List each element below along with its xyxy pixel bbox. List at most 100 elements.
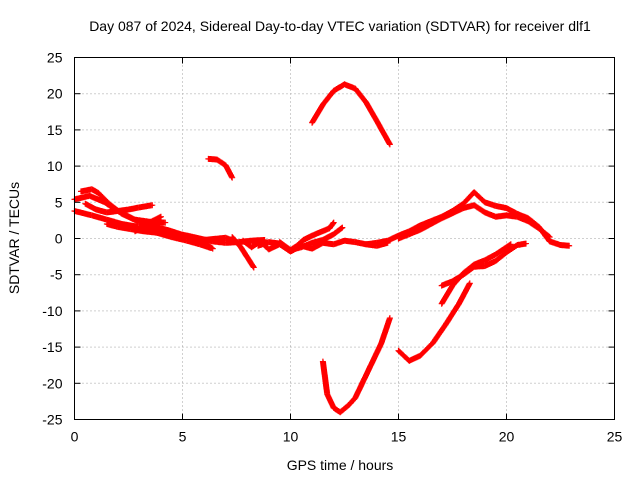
data-point-marker xyxy=(384,233,401,244)
series-pass-16 xyxy=(395,202,553,242)
x-tick-label: 15 xyxy=(391,429,407,445)
series-pass-13 xyxy=(309,81,393,148)
data-point-marker xyxy=(229,234,244,250)
data-point-marker xyxy=(546,234,553,241)
series-pass-17 xyxy=(395,280,473,364)
data-point-marker xyxy=(237,244,250,260)
data-point-marker xyxy=(471,257,487,268)
y-tick-label: -5 xyxy=(50,267,63,283)
data-point-marker xyxy=(196,241,213,251)
data-point-marker xyxy=(363,99,380,124)
data-point-marker xyxy=(319,231,336,243)
y-axis-label: SDTVAR / TECUs xyxy=(6,182,22,294)
data-point-marker xyxy=(298,240,314,251)
x-tick-label: 0 xyxy=(71,429,79,445)
data-point-marker xyxy=(369,341,384,365)
data-point-marker xyxy=(395,231,412,242)
data-point-marker xyxy=(324,391,337,410)
series-pass-09 xyxy=(229,234,257,271)
data-point-marker xyxy=(352,85,369,105)
data-point-marker xyxy=(438,210,455,222)
data-point-marker xyxy=(319,88,336,108)
axis-ticks: 0 5 10 15 20 25 -25 -20 -15 -10 -5 0 5 10 15 20 25 xyxy=(42,50,622,445)
y-tick-label: 20 xyxy=(47,86,63,102)
data-point-marker xyxy=(460,190,477,207)
series-pass-15 xyxy=(363,189,573,249)
x-tick-label: 20 xyxy=(499,429,515,445)
data-point-marker xyxy=(330,81,347,94)
data-point-marker xyxy=(386,315,393,322)
data-point-marker xyxy=(417,218,433,229)
x-tick-label: 10 xyxy=(283,429,299,445)
x-axis-label: GPS time / hours xyxy=(287,457,394,473)
series-pass-07 xyxy=(153,224,268,246)
data-point-marker xyxy=(406,353,422,364)
data-point-marker xyxy=(250,264,257,271)
data-point-marker xyxy=(149,202,156,209)
data-point-marker xyxy=(443,301,462,327)
data-point-marker xyxy=(378,316,393,347)
data-point-marker xyxy=(86,192,107,205)
data-point-marker xyxy=(492,241,513,258)
x-tick-label: 5 xyxy=(179,429,187,445)
data-point-marker xyxy=(460,262,477,277)
data-point-marker xyxy=(535,225,552,240)
data-point-marker xyxy=(481,209,498,220)
data-point-marker xyxy=(456,281,473,307)
y-tick-label: 10 xyxy=(47,158,63,174)
data-point-marker xyxy=(162,219,169,226)
data-point-marker xyxy=(503,205,520,217)
data-point-marker xyxy=(525,218,541,231)
data-point-marker xyxy=(330,225,345,238)
data-point-marker xyxy=(471,189,488,205)
chart-title: Day 087 of 2024, Sidereal Day-to-day VTE… xyxy=(89,18,591,34)
data-point-marker xyxy=(507,241,514,248)
data-point-marker xyxy=(140,218,155,230)
data-point-marker xyxy=(481,258,498,269)
data-point-marker xyxy=(337,402,351,416)
data-point-marker xyxy=(395,347,412,364)
data-point-marker xyxy=(522,240,529,247)
data-point-marker xyxy=(406,227,422,238)
x-tick-label: 25 xyxy=(607,429,623,445)
data-point-marker xyxy=(341,81,358,92)
data-point-marker xyxy=(207,244,214,251)
series-pass-04 xyxy=(82,200,156,216)
data-point-marker xyxy=(352,377,367,401)
data-point-marker xyxy=(481,252,498,264)
series-pass-19 xyxy=(438,241,514,307)
series-pass-18 xyxy=(438,240,529,289)
series-pass-06 xyxy=(132,213,164,235)
data-point-marker xyxy=(449,271,466,289)
data-point-marker xyxy=(157,213,164,220)
data-point-marker xyxy=(386,141,393,148)
data-point-marker xyxy=(339,224,346,231)
data-point-marker xyxy=(514,213,530,224)
y-tick-label: 5 xyxy=(55,194,63,210)
data-point-marker xyxy=(449,205,466,217)
data-point-marker xyxy=(136,202,155,211)
data-point-marker xyxy=(229,174,236,181)
data-point-marker xyxy=(294,237,306,249)
data-point-marker xyxy=(430,321,449,346)
data-point-marker xyxy=(153,224,174,236)
y-tick-label: -25 xyxy=(42,412,62,428)
data-point-marker xyxy=(492,250,509,264)
data-point-marker xyxy=(546,238,563,248)
data-point-marker xyxy=(276,239,293,253)
data-point-marker xyxy=(438,278,455,289)
data-point-marker xyxy=(222,162,235,180)
data-point-marker xyxy=(330,219,337,226)
data-point-marker xyxy=(319,358,331,396)
y-tick-label: -20 xyxy=(42,375,62,391)
data-point-marker xyxy=(345,395,358,408)
data-point-marker xyxy=(82,200,99,212)
data-point-marker xyxy=(214,156,228,168)
data-point-marker xyxy=(373,118,393,147)
data-point-marker xyxy=(481,199,498,209)
y-tick-label: -15 xyxy=(42,339,62,355)
data-point-marker xyxy=(566,242,573,249)
data-point-marker xyxy=(153,229,174,240)
series-pass-08 xyxy=(205,155,236,181)
